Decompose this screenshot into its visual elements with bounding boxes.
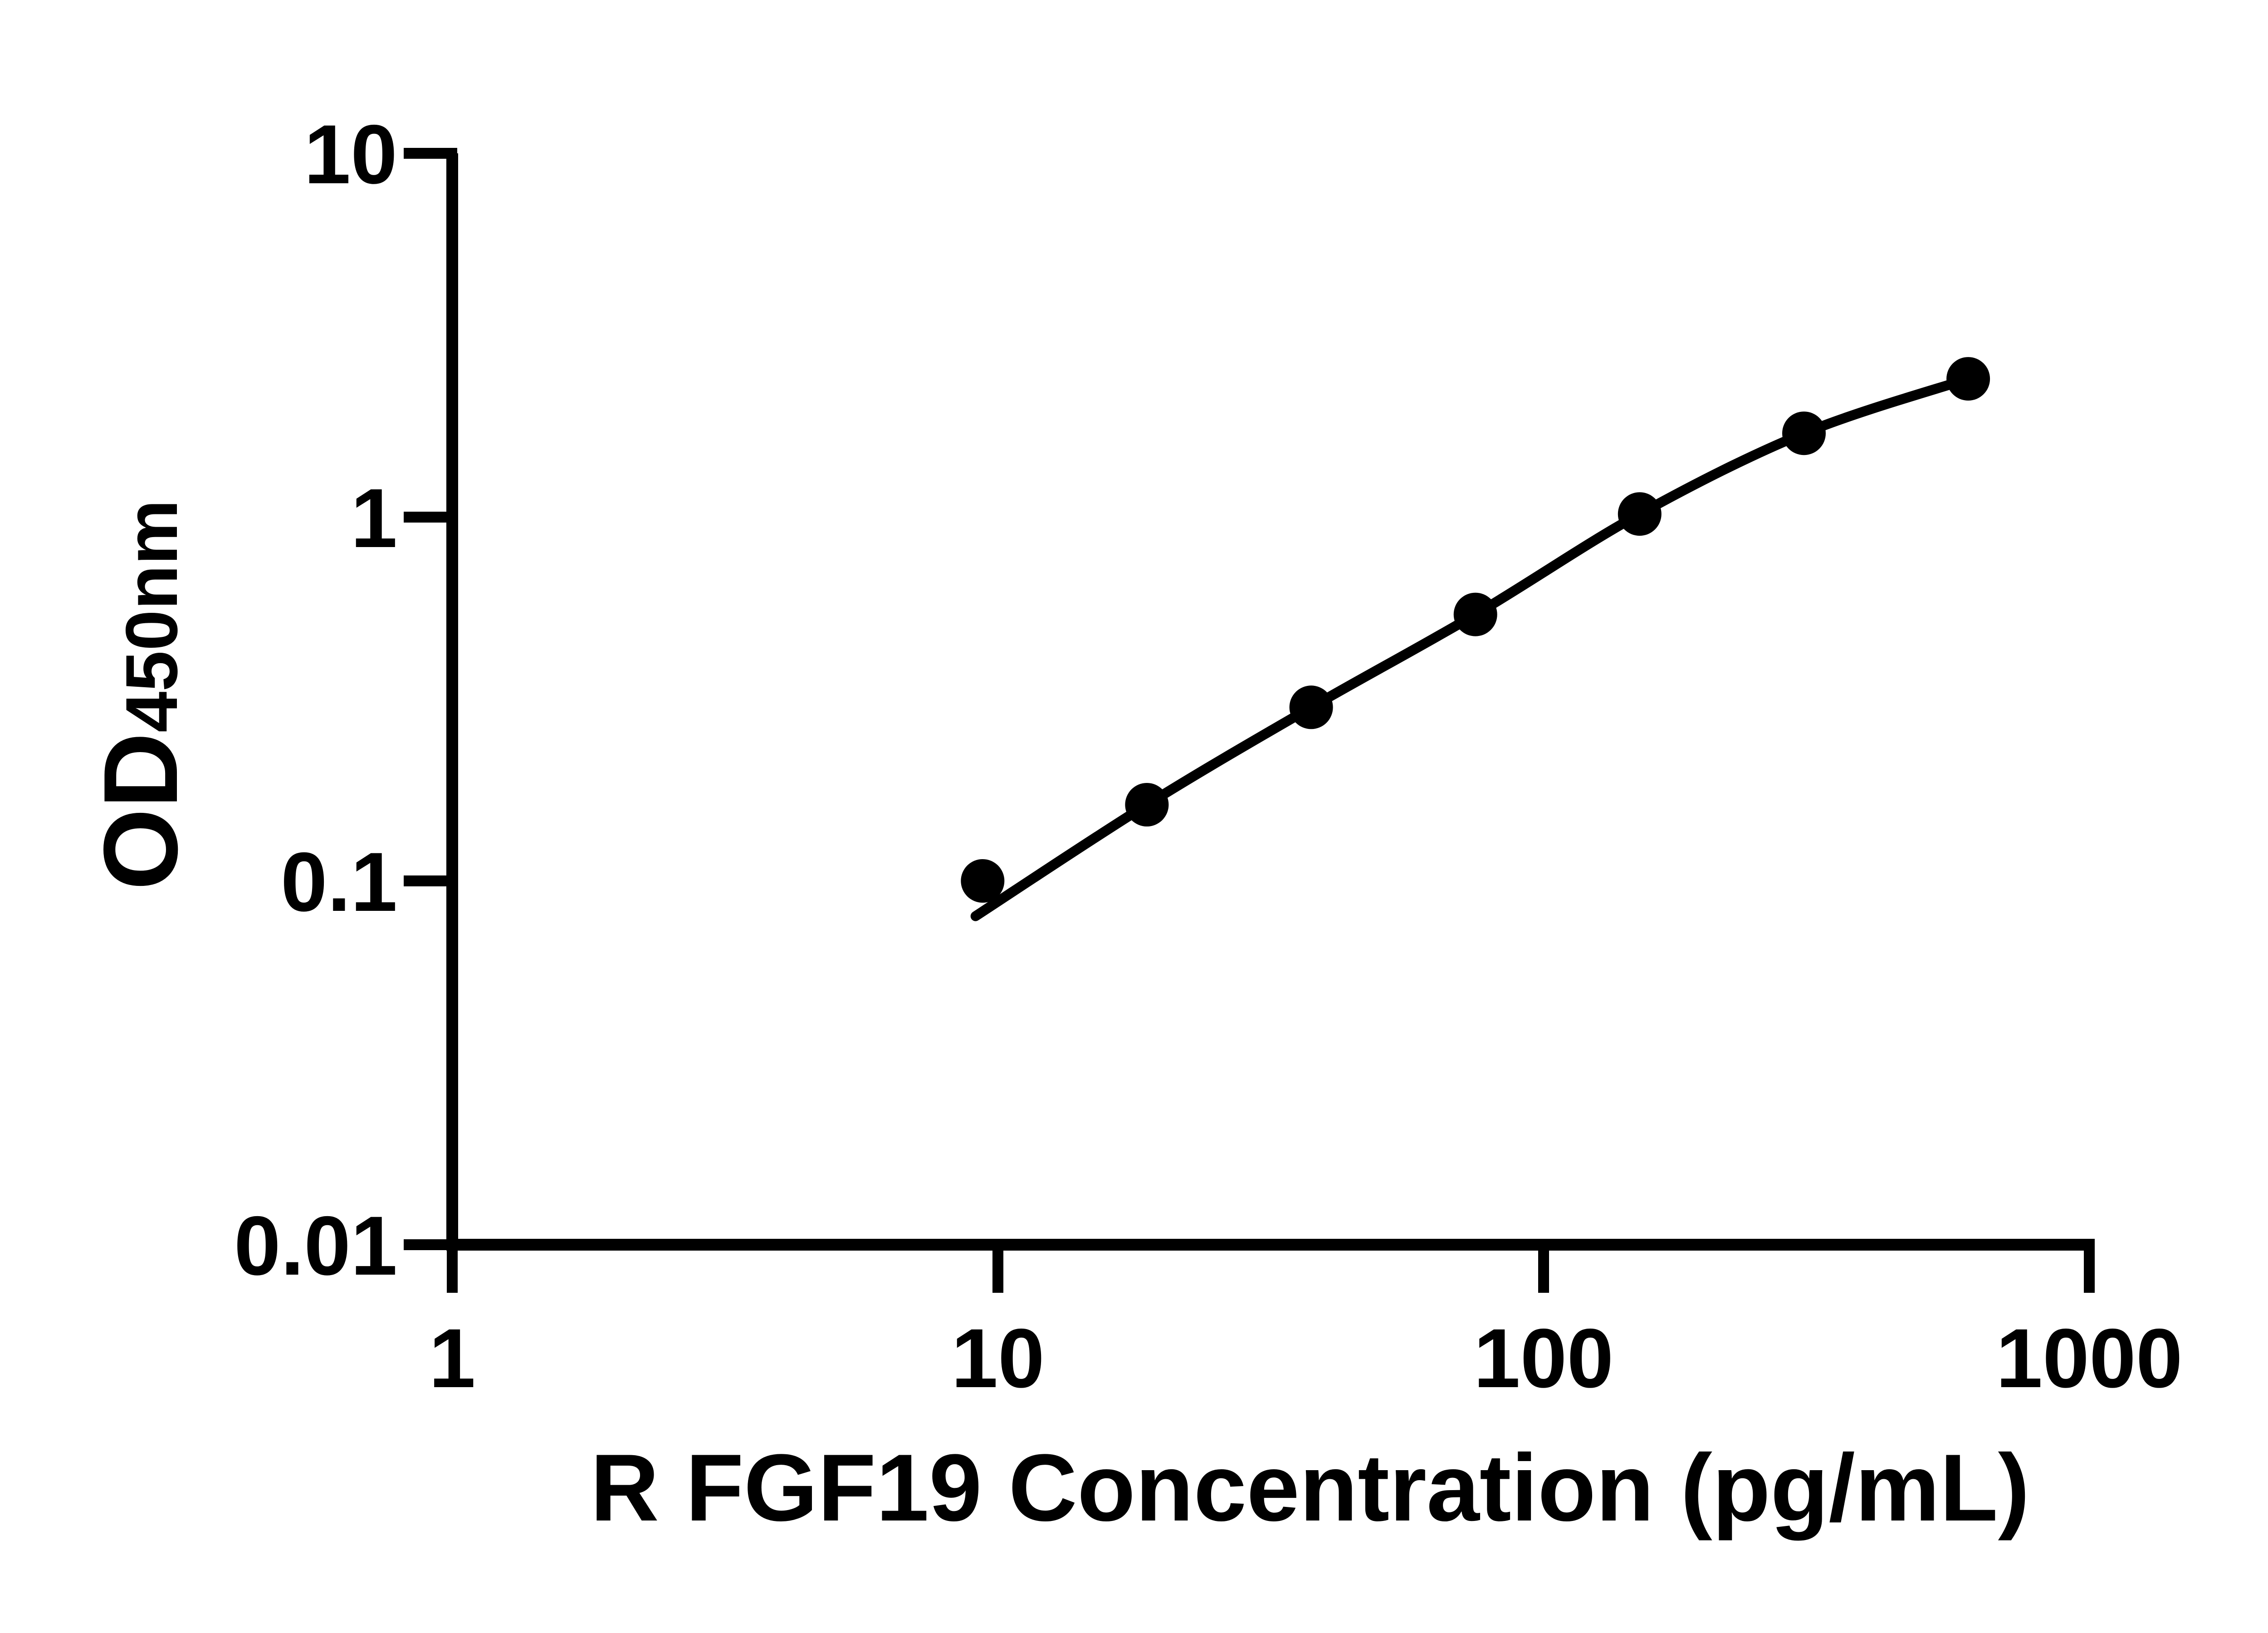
data-point [1618, 492, 1662, 536]
y-tick-label: 0.01 [234, 1199, 397, 1293]
x-tick-label: 100 [1474, 1312, 1614, 1405]
y-tick-label: 0.1 [281, 836, 397, 929]
y-axis-title-main: OD [82, 733, 200, 890]
data-point [1946, 357, 1990, 401]
x-axis-title: R FGF19 Concentration (pg/mL) [590, 1434, 2029, 1541]
fit-curve [970, 374, 1974, 921]
data-point [1782, 411, 1826, 455]
data-point [1125, 783, 1169, 826]
y-tick-label: 10 [304, 108, 397, 201]
y-axis-title: OD450nm [82, 499, 200, 890]
y-axis-title-sub: 450nm [111, 499, 193, 732]
data-point [1453, 592, 1497, 636]
data-points [961, 357, 1990, 903]
data-point [961, 859, 1005, 903]
y-tick-labels: 10 1 0.1 0.01 [234, 108, 397, 1293]
x-tick-labels: 1 10 100 1000 [429, 1312, 2183, 1405]
x-axis-ticks [447, 1245, 2095, 1293]
x-tick-label: 1000 [1996, 1312, 2183, 1405]
x-axis: 1 10 100 1000 R FGF19 Concentration (pg/mL) [429, 1239, 2183, 1541]
y-tick-label: 1 [351, 472, 397, 565]
y-axis-ticks [404, 148, 457, 1250]
fit-curve-path [970, 374, 1974, 921]
y-axis: 10 1 0.1 0.01 OD450nm [82, 108, 458, 1293]
x-tick-label: 10 [951, 1312, 1045, 1405]
x-tick-label: 1 [429, 1312, 476, 1405]
data-point [1289, 685, 1333, 729]
